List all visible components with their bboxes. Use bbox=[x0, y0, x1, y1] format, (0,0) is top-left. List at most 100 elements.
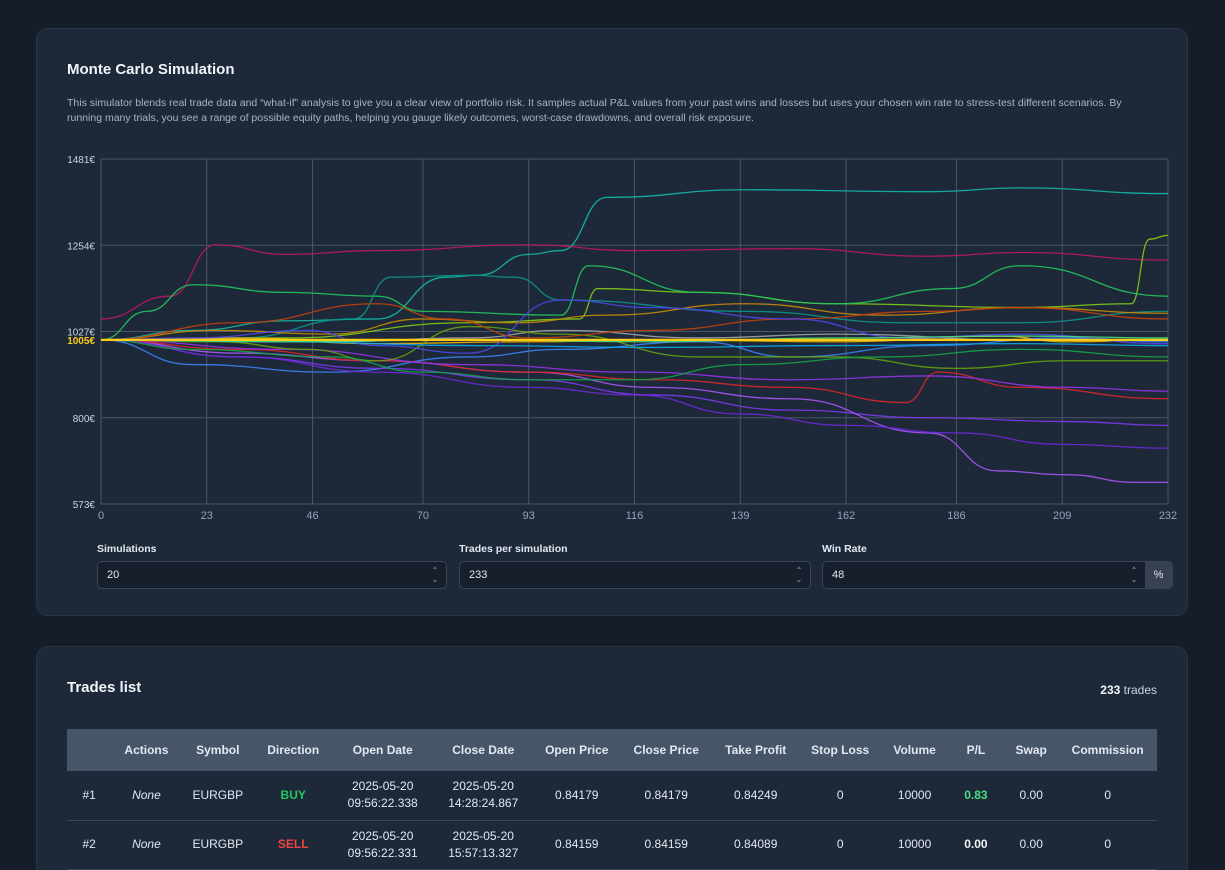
chevron-down-icon[interactable]: ⌄ bbox=[1130, 575, 1138, 584]
trade-direction: BUY bbox=[254, 771, 333, 821]
simulation-series-line bbox=[100, 337, 1169, 373]
y-tick-label: 1254€ bbox=[67, 241, 95, 252]
col-header-commission: Commission bbox=[1058, 729, 1157, 771]
win-rate-value: 48 bbox=[832, 569, 845, 581]
trade-open-date: 2025-05-20 09:56:22.331 bbox=[332, 820, 433, 870]
trades-count: 233 trades bbox=[1100, 683, 1157, 697]
col-header-open-price: Open Price bbox=[533, 729, 620, 771]
col-header-index bbox=[67, 729, 112, 771]
simulation-title: Monte Carlo Simulation bbox=[67, 61, 235, 78]
trade-id: #1 bbox=[67, 771, 112, 821]
simulation-description: This simulator blends real trade data an… bbox=[67, 97, 1122, 124]
percent-suffix: % bbox=[1145, 562, 1172, 588]
simulation-series-line bbox=[100, 325, 1168, 370]
col-header-close-date: Close Date bbox=[432, 729, 534, 771]
chevron-up-icon[interactable]: ⌃ bbox=[431, 566, 439, 575]
trade-commission: 0 bbox=[1058, 771, 1157, 821]
col-header-actions: Actions bbox=[111, 729, 182, 771]
trades-per-simulation-control: Trades per simulation 233 ⌃ ⌄ bbox=[459, 543, 811, 589]
trades-per-simulation-spinner[interactable]: ⌃ ⌄ bbox=[792, 566, 806, 584]
simulation-series-line bbox=[100, 339, 1169, 449]
y-tick-label: 573€ bbox=[73, 500, 96, 511]
chevron-down-icon[interactable]: ⌄ bbox=[795, 575, 803, 584]
simulations-control: Simulations 20 ⌃ ⌄ bbox=[97, 543, 447, 589]
simulations-label: Simulations bbox=[97, 543, 157, 555]
trade-swap: 0.00 bbox=[1004, 820, 1059, 870]
trades-count-number: 233 bbox=[1100, 683, 1121, 697]
x-tick-label: 116 bbox=[626, 510, 644, 522]
x-tick-label: 0 bbox=[98, 510, 104, 522]
y-tick-label: 1481€ bbox=[67, 155, 95, 166]
trades-list-card: Trades list 233 trades Actions Symbol Di… bbox=[36, 646, 1188, 870]
x-tick-label: 23 bbox=[201, 510, 213, 522]
table-row[interactable]: #1 None EURGBP BUY 2025-05-20 09:56:22.33… bbox=[67, 771, 1157, 821]
x-tick-label: 93 bbox=[523, 510, 535, 522]
open-date: 2025-05-20 bbox=[352, 828, 414, 843]
win-rate-input[interactable]: 48 ⌃ ⌄ % bbox=[822, 561, 1173, 589]
trade-volume: 10000 bbox=[881, 820, 948, 870]
trade-take-profit: 0.84089 bbox=[712, 820, 799, 870]
win-rate-label: Win Rate bbox=[822, 543, 867, 555]
close-date: 2025-05-20 bbox=[452, 779, 514, 794]
simulations-value: 20 bbox=[107, 569, 120, 581]
trade-open-price: 0.84159 bbox=[533, 820, 620, 870]
simulation-series-line bbox=[100, 187, 1169, 341]
trades-table: Actions Symbol Direction Open Date Close… bbox=[67, 729, 1157, 870]
y-tick-label: 1027€ bbox=[67, 328, 95, 339]
col-header-close-price: Close Price bbox=[619, 729, 713, 771]
open-time: 09:56:22.338 bbox=[347, 796, 418, 811]
close-time: 15:57:13.327 bbox=[448, 845, 519, 860]
simulation-series-line bbox=[100, 339, 1169, 404]
x-tick-label: 162 bbox=[837, 510, 855, 522]
reference-label: 1005€ bbox=[67, 336, 95, 347]
x-tick-label: 70 bbox=[417, 510, 429, 522]
x-tick-label: 186 bbox=[947, 510, 965, 522]
trade-symbol: EURGBP bbox=[181, 771, 254, 821]
col-header-take-profit: Take Profit bbox=[712, 729, 799, 771]
trade-close-date: 2025-05-20 14:28:24.867 bbox=[432, 771, 534, 821]
trade-pl: 0.83 bbox=[947, 771, 1005, 821]
chevron-up-icon[interactable]: ⌃ bbox=[795, 566, 803, 575]
win-rate-spinner[interactable]: ⌃ ⌄ bbox=[1127, 566, 1141, 584]
trade-direction: SELL bbox=[254, 820, 333, 870]
open-time: 09:56:22.331 bbox=[347, 845, 418, 860]
trade-stop-loss: 0 bbox=[798, 820, 882, 870]
col-header-symbol: Symbol bbox=[181, 729, 254, 771]
x-tick-label: 232 bbox=[1159, 510, 1177, 522]
chevron-up-icon[interactable]: ⌃ bbox=[1130, 566, 1138, 575]
equity-chart: 1481€ 1254€ 1027€ 800€ 573€0 23 46 70 93 116 139 16… bbox=[67, 155, 1177, 522]
simulations-input[interactable]: 20 ⌃ ⌄ bbox=[97, 561, 447, 589]
trade-close-price: 0.84159 bbox=[619, 820, 713, 870]
simulation-series-line bbox=[100, 339, 1169, 381]
trade-close-date: 2025-05-20 15:57:13.327 bbox=[432, 820, 534, 870]
close-date: 2025-05-20 bbox=[452, 828, 514, 843]
col-header-direction: Direction bbox=[254, 729, 333, 771]
monte-carlo-card: Monte Carlo Simulation This simulator bl… bbox=[36, 28, 1188, 616]
col-header-volume: Volume bbox=[881, 729, 948, 771]
trade-actions: None bbox=[111, 820, 182, 870]
trade-take-profit: 0.84249 bbox=[712, 771, 799, 821]
trade-open-date: 2025-05-20 09:56:22.338 bbox=[332, 771, 433, 821]
trades-per-simulation-input[interactable]: 233 ⌃ ⌄ bbox=[459, 561, 811, 589]
trade-commission: 0 bbox=[1058, 820, 1157, 870]
trades-count-label: trades bbox=[1123, 683, 1157, 697]
trades-per-simulation-label: Trades per simulation bbox=[459, 543, 568, 555]
simulations-spinner[interactable]: ⌃ ⌄ bbox=[428, 566, 442, 584]
simulation-series-line bbox=[100, 244, 1169, 320]
table-row[interactable]: #2 None EURGBP SELL 2025-05-20 09:56:22.3… bbox=[67, 820, 1157, 870]
table-header-row: Actions Symbol Direction Open Date Close… bbox=[67, 729, 1157, 771]
simulation-series-line bbox=[100, 303, 1169, 341]
trade-id: #2 bbox=[67, 820, 112, 870]
win-rate-control: Win Rate 48 ⌃ ⌄ % bbox=[822, 543, 1173, 589]
x-tick-label: 209 bbox=[1053, 510, 1071, 522]
trades-title: Trades list bbox=[67, 679, 142, 696]
chevron-down-icon[interactable]: ⌄ bbox=[431, 575, 439, 584]
trade-stop-loss: 0 bbox=[798, 771, 882, 821]
y-tick-label: 800€ bbox=[73, 414, 96, 425]
simulation-controls: Simulations 20 ⌃ ⌄ Trades per simulation… bbox=[97, 543, 1173, 589]
open-date: 2025-05-20 bbox=[352, 779, 414, 794]
trades-per-simulation-value: 233 bbox=[469, 569, 488, 581]
col-header-stop-loss: Stop Loss bbox=[798, 729, 882, 771]
col-header-pl: P/L bbox=[947, 729, 1005, 771]
trade-symbol: EURGBP bbox=[181, 820, 254, 870]
